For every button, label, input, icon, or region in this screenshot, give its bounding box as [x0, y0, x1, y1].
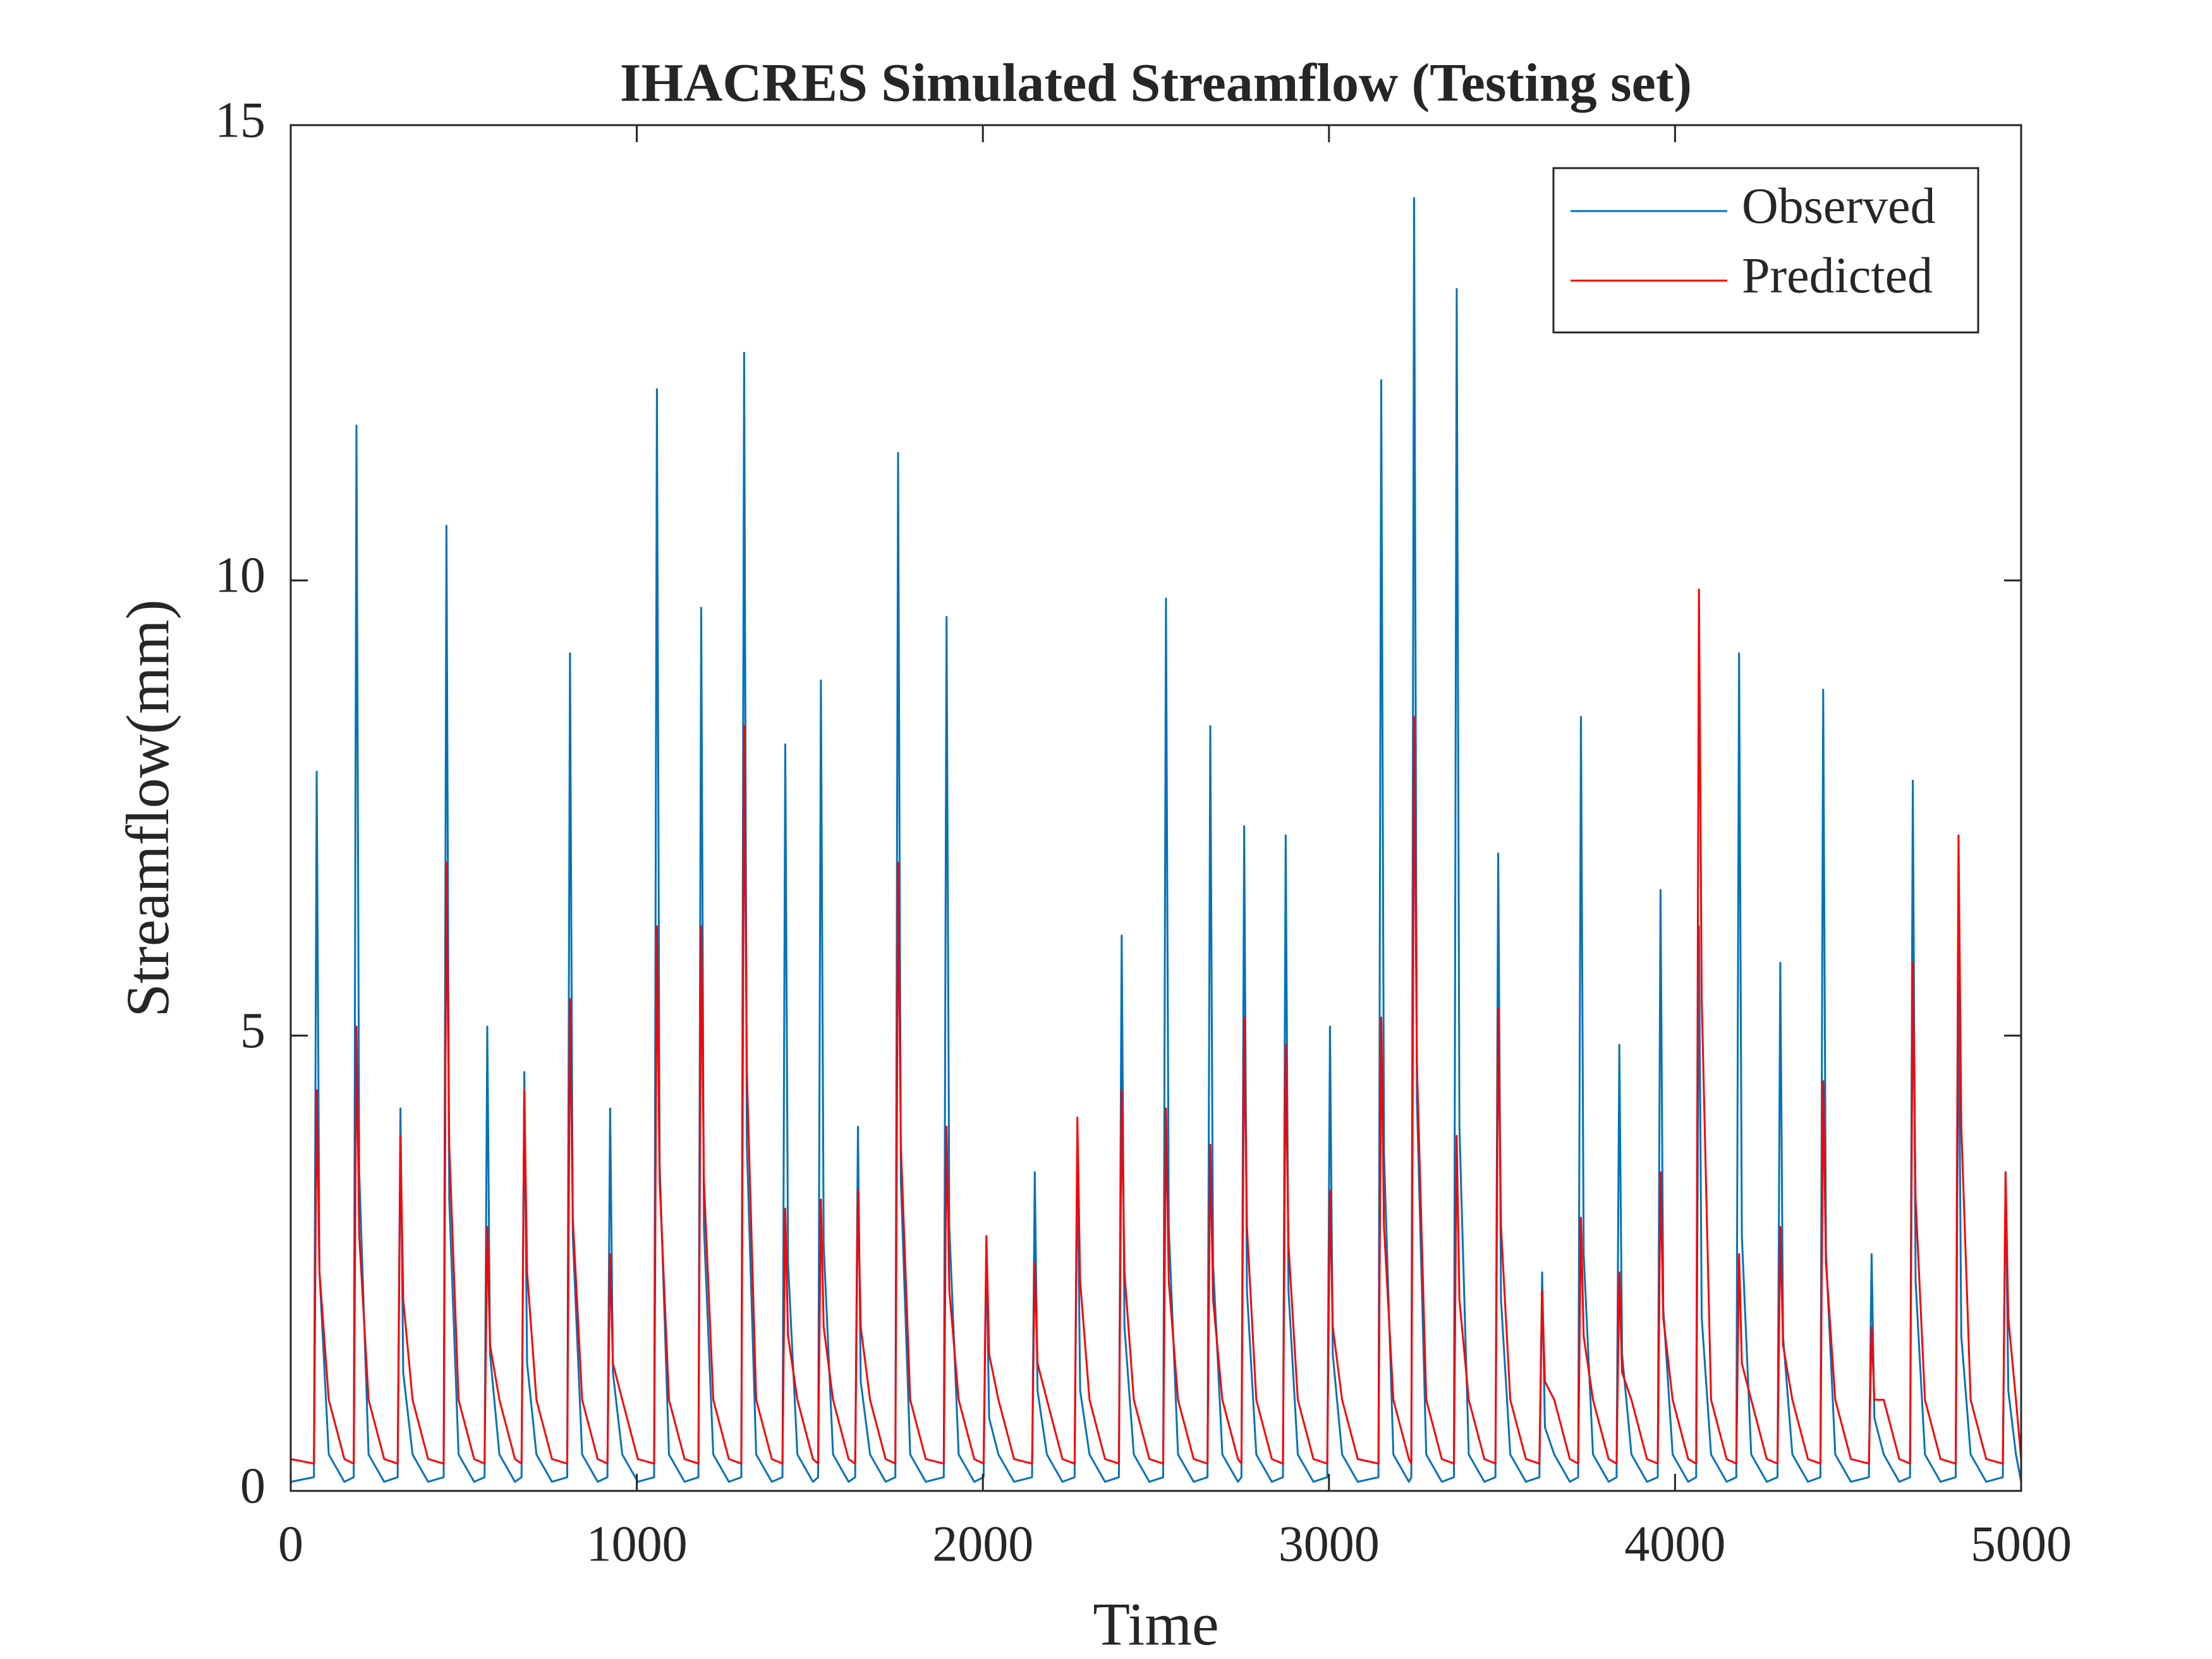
data-line: [290, 197, 2022, 1483]
x-tick-label: 0: [278, 1516, 303, 1572]
data-line: [290, 588, 2022, 1465]
x-tick-label: 3000: [1279, 1516, 1380, 1572]
y-tick-label: 0: [240, 1458, 265, 1514]
y-axis-label: Streamflow(mm): [114, 599, 181, 1017]
legend-label: Predicted: [1742, 248, 1933, 303]
x-tick-label: 5000: [1971, 1516, 2072, 1572]
x-tick-label: 1000: [586, 1516, 688, 1572]
y-tick-label: 5: [240, 1003, 265, 1059]
y-tick-label: 10: [215, 548, 265, 604]
legend-label: Observed: [1742, 178, 1936, 234]
y-tick-label: 15: [215, 92, 265, 148]
x-axis-label: Time: [1093, 1590, 1218, 1658]
legend-box: [1552, 167, 1979, 334]
x-tick-label: 4000: [1624, 1516, 1725, 1572]
plot-frame: [289, 124, 2022, 1492]
chart-title: IHACRES Simulated Streamflow (Testing se…: [620, 52, 1692, 113]
x-tick-label: 2000: [932, 1516, 1033, 1572]
